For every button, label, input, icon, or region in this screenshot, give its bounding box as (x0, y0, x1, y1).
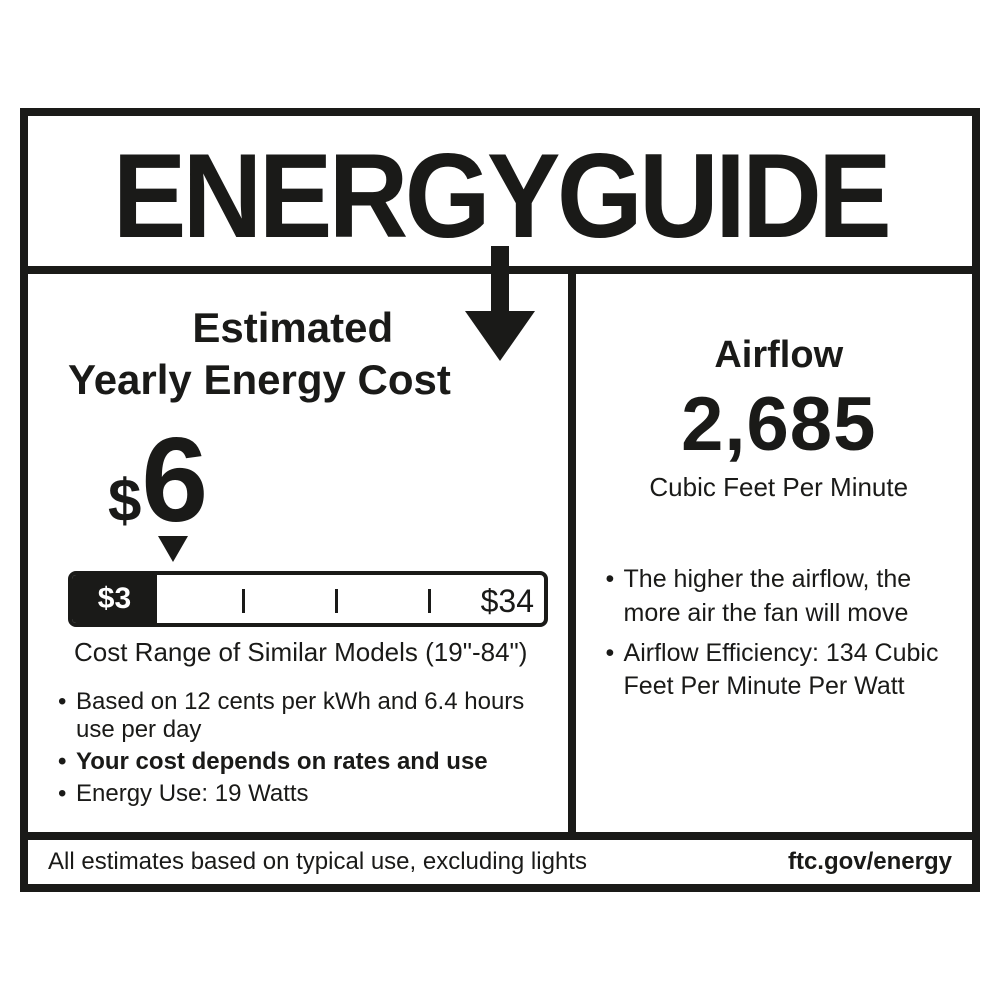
range-tick (428, 589, 431, 613)
energy-guide-label: ENERGYGUIDE Estimated Yearly Energy Cost… (20, 108, 980, 892)
footer-url: ftc.gov/energy (788, 848, 952, 876)
cost-bullet: Based on 12 cents per kWh and 6.4 hours … (58, 688, 548, 744)
airflow-value: 2,685 (606, 381, 952, 468)
airflow-bullet-list: The higher the airflow, the more air the… (606, 563, 952, 704)
pointer-icon (158, 536, 548, 567)
currency-symbol: $ (108, 466, 141, 535)
header: ENERGYGUIDE (28, 116, 972, 274)
airflow-panel: Airflow 2,685 Cubic Feet Per Minute The … (576, 274, 972, 832)
range-tick (242, 589, 245, 613)
range-min-label: $3 (72, 575, 157, 623)
header-title: ENERGYGUIDE (112, 136, 887, 256)
cost-value-row: $ 6 (108, 420, 548, 540)
footer-disclaimer: All estimates based on typical use, excl… (48, 848, 587, 876)
arrow-down-icon (455, 246, 545, 366)
airflow-bullet: Airflow Efficiency: 134 Cubic Feet Per M… (606, 637, 952, 705)
cost-value: 6 (141, 420, 208, 540)
airflow-label: Airflow (606, 334, 952, 377)
cost-bullet: Your cost depends on rates and use (58, 748, 548, 776)
footer: All estimates based on typical use, excl… (28, 832, 972, 884)
range-caption: Cost Range of Similar Models (19"-84") (74, 637, 548, 668)
airflow-bullet: The higher the airflow, the more air the… (606, 563, 952, 631)
cost-range-bar: $3 $34 (68, 571, 548, 627)
cost-bullet: Energy Use: 19 Watts (58, 780, 548, 808)
range-max-label: $34 (481, 583, 534, 620)
range-rest: $34 (157, 575, 544, 623)
airflow-unit: Cubic Feet Per Minute (606, 472, 952, 503)
range-tick (335, 589, 338, 613)
cost-bullet-list: Based on 12 cents per kWh and 6.4 hours … (58, 688, 548, 808)
